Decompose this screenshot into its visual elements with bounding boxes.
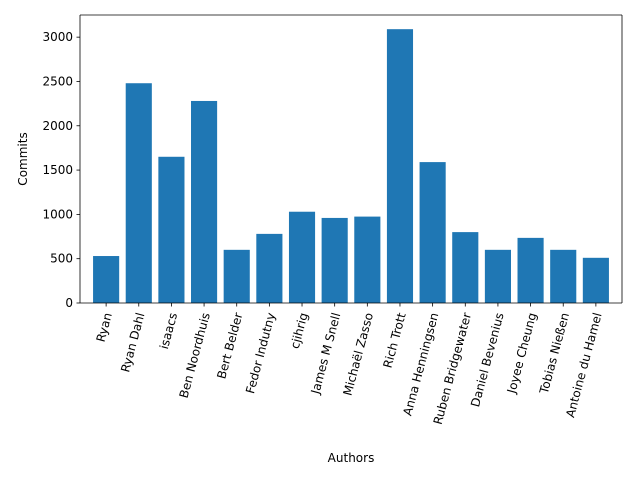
y-tick-label: 1000 [42,207,73,221]
y-ticks: 0 500 1000 1500 2000 2500 3000 [42,30,80,310]
y-tick-label: 2000 [42,119,73,133]
bar-tobias-nie-en [550,249,577,303]
y-tick-label: 500 [50,252,73,266]
bar-fedor-indutny [256,233,283,303]
y-tick-label: 1500 [42,163,73,177]
bar-ruben-bridgewater [452,232,479,303]
axes [79,14,623,304]
y-axis-label: Commits [16,132,30,185]
bar-antoine-du-hamel [582,257,609,303]
y-tick-label: 2500 [42,74,73,88]
bar-joyee-cheung [517,237,544,303]
bar-ryan [93,256,120,303]
bars [93,29,609,304]
bar-james-m-snell [321,217,348,303]
bar-michael-zasso [354,216,381,303]
y-tick-label: 3000 [42,30,73,44]
bar-ryan-dahl [125,83,152,303]
bar-anna-henningsen [419,162,446,303]
bar-bert-belder [223,249,250,303]
y-tick-label: 0 [65,296,73,310]
bar-rich-trott [386,29,414,304]
bar-cjihrig [288,211,316,303]
x-axis-label: Authors [328,451,375,465]
bar-daniel-bevenius [484,249,511,303]
bar-isaacs [158,156,185,303]
bar-ben-noordhuis [191,100,218,304]
